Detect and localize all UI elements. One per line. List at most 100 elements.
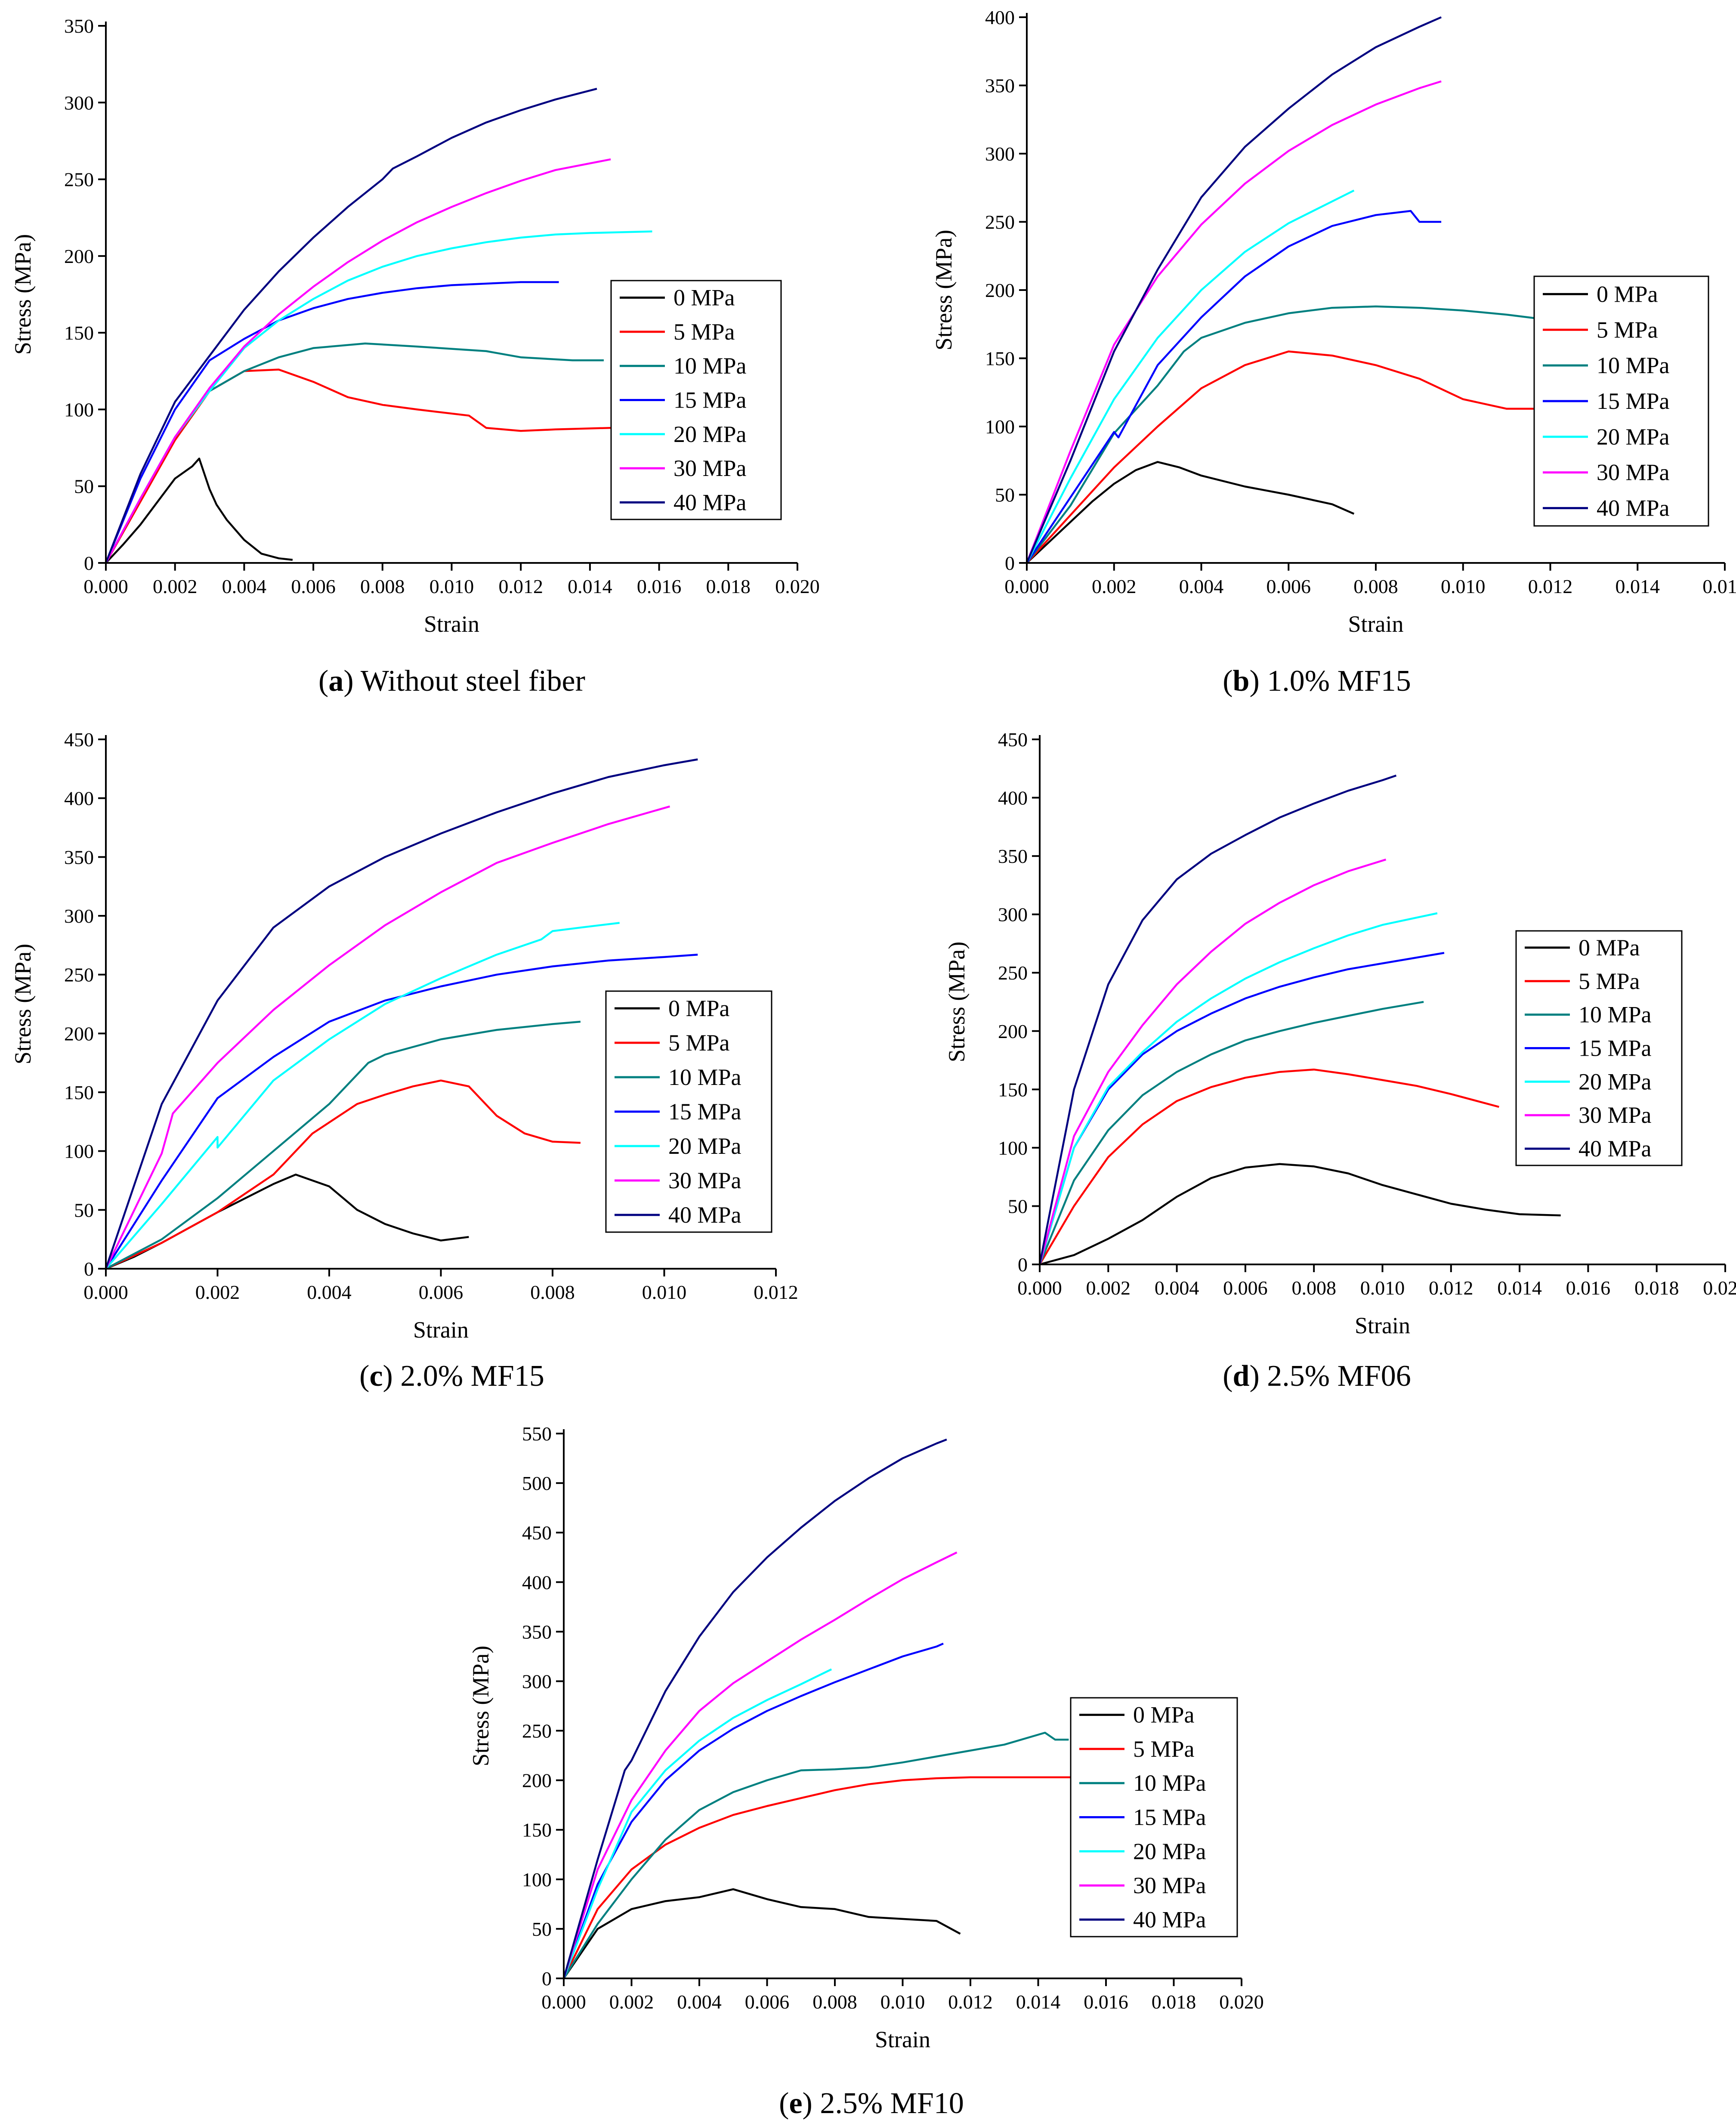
caption-text: ) Without steel fiber bbox=[343, 664, 585, 698]
caption-text: ) 2.5% MF06 bbox=[1249, 1360, 1411, 1393]
y-tick-label: 50 bbox=[1008, 1195, 1028, 1217]
legend-label: 40 MPa bbox=[673, 489, 747, 515]
legend-label: 30 MPa bbox=[1597, 460, 1670, 485]
legend-label: 15 MPa bbox=[668, 1099, 741, 1125]
x-tick-label: 0.006 bbox=[1223, 1277, 1268, 1299]
legend-label: 0 MPa bbox=[1578, 935, 1640, 961]
legend-label: 15 MPa bbox=[1578, 1035, 1652, 1061]
x-tick-label: 0.018 bbox=[706, 575, 751, 597]
x-tick-label: 0.012 bbox=[1429, 1277, 1473, 1299]
legend-label: 40 MPa bbox=[1133, 1907, 1206, 1932]
legend-label: 0 MPa bbox=[1597, 281, 1658, 307]
y-axis-title: Stress (MPa) bbox=[10, 234, 36, 355]
y-tick-label: 200 bbox=[522, 1770, 552, 1792]
y-tick-label: 450 bbox=[64, 729, 94, 751]
series-line-40-mpa bbox=[562, 1438, 947, 1979]
series-line-15-mpa bbox=[1026, 210, 1442, 564]
series-line-30-mpa bbox=[105, 805, 670, 1269]
y-tick-label: 100 bbox=[64, 399, 94, 420]
series-line-30-mpa bbox=[1026, 80, 1442, 563]
x-tick-label: 0.006 bbox=[419, 1281, 463, 1303]
figure-caption: (b) 1.0% MF15 bbox=[1223, 664, 1411, 698]
x-tick-label: 0.012 bbox=[754, 1281, 798, 1303]
x-tick-label: 0.016 bbox=[1702, 575, 1736, 597]
x-axis-title: Strain bbox=[1348, 611, 1404, 637]
series-line-0-mpa bbox=[1026, 461, 1355, 564]
x-tick-label: 0.016 bbox=[1084, 1991, 1128, 2013]
y-tick-label: 150 bbox=[985, 348, 1015, 370]
x-tick-label: 0.010 bbox=[880, 1991, 925, 2013]
caption-paren: ( bbox=[779, 2087, 789, 2120]
legend-label: 30 MPa bbox=[1133, 1873, 1206, 1898]
y-tick-label: 0 bbox=[1005, 552, 1015, 574]
series-line-40-mpa bbox=[1038, 774, 1397, 1265]
legend-label: 5 MPa bbox=[1597, 317, 1658, 343]
legend-label: 30 MPa bbox=[668, 1168, 741, 1193]
x-tick-label: 0.014 bbox=[1616, 575, 1660, 597]
y-tick-label: 150 bbox=[522, 1819, 552, 1841]
x-tick-label: 0.016 bbox=[1566, 1277, 1611, 1299]
y-tick-label: 150 bbox=[64, 322, 94, 344]
figure-caption: (d) 2.5% MF06 bbox=[1223, 1360, 1411, 1393]
y-tick-label: 150 bbox=[64, 1082, 94, 1103]
series-line-10-mpa bbox=[105, 342, 604, 564]
y-tick-label: 200 bbox=[985, 279, 1015, 301]
y-tick-label: 250 bbox=[998, 962, 1028, 984]
x-tick-label: 0.002 bbox=[1086, 1277, 1131, 1299]
caption-letter: b bbox=[1233, 664, 1250, 698]
series-line-30-mpa bbox=[105, 158, 611, 564]
x-tick-label: 0.018 bbox=[1152, 1991, 1196, 2013]
y-tick-label: 400 bbox=[998, 787, 1028, 809]
x-tick-label: 0.002 bbox=[153, 575, 198, 597]
y-tick-label: 250 bbox=[64, 169, 94, 191]
x-tick-label: 0.006 bbox=[745, 1991, 790, 2013]
legend-label: 5 MPa bbox=[1578, 968, 1640, 994]
x-tick-label: 0.004 bbox=[222, 575, 267, 597]
legend-label: 40 MPa bbox=[1597, 495, 1670, 521]
series-line-20-mpa bbox=[1038, 912, 1438, 1265]
series-line-0-mpa bbox=[105, 457, 293, 564]
y-tick-label: 100 bbox=[998, 1137, 1028, 1159]
legend-label: 10 MPa bbox=[668, 1064, 741, 1090]
figure-caption: (e) 2.5% MF10 bbox=[779, 2087, 964, 2120]
x-tick-label: 0.014 bbox=[1497, 1277, 1542, 1299]
y-tick-label: 0 bbox=[1018, 1254, 1028, 1276]
y-tick-label: 50 bbox=[995, 484, 1015, 506]
y-tick-label: 550 bbox=[522, 1423, 552, 1445]
legend-label: 10 MPa bbox=[673, 353, 747, 379]
y-tick-label: 150 bbox=[998, 1078, 1028, 1100]
series-line-15-mpa bbox=[105, 281, 559, 563]
x-axis-title: Strain bbox=[1355, 1313, 1410, 1338]
x-tick-label: 0.000 bbox=[541, 1991, 586, 2013]
legend-label: 30 MPa bbox=[1578, 1102, 1652, 1128]
legend: 0 MPa 5 MPa 10 MPa 15 MPa 20 MPa 30 MPa 40 MPa bbox=[1515, 930, 1683, 1166]
y-tick-label: 350 bbox=[998, 845, 1028, 867]
legend: 0 MPa 5 MPa 10 MPa 15 MPa 20 MPa 30 MPa 40 MPa bbox=[1533, 275, 1709, 527]
y-tick-label: 0 bbox=[84, 552, 94, 574]
chart-c: 0.000 0.002 0.004 0.006 0.008 0.010 0.012 0 50 10… bbox=[10, 729, 798, 1393]
x-tick-label: 0.004 bbox=[677, 1991, 722, 2013]
x-tick-label: 0.008 bbox=[530, 1281, 575, 1303]
x-tick-label: 0.002 bbox=[1092, 575, 1137, 597]
series-line-10-mpa bbox=[1038, 1001, 1424, 1265]
series-line-40-mpa bbox=[1026, 16, 1442, 563]
y-tick-label: 200 bbox=[998, 1020, 1028, 1042]
x-tick-label: 0.014 bbox=[1016, 1991, 1061, 2013]
y-tick-label: 300 bbox=[985, 143, 1015, 165]
y-axis-title: Stress (MPa) bbox=[944, 942, 970, 1063]
chart-d: 0.000 0.002 0.004 0.006 0.008 0.010 0.012 0.014… bbox=[944, 729, 1736, 1393]
series-line-5-mpa bbox=[105, 368, 611, 564]
legend-label: 40 MPa bbox=[668, 1202, 741, 1228]
x-tick-label: 0.010 bbox=[642, 1281, 687, 1303]
x-tick-label: 0.000 bbox=[83, 1281, 128, 1303]
x-tick-label: 0.000 bbox=[1017, 1277, 1062, 1299]
series-line-40-mpa bbox=[105, 88, 597, 563]
series-line-20-mpa bbox=[562, 1668, 832, 1979]
y-tick-label: 450 bbox=[998, 729, 1028, 751]
x-tick-label: 0.010 bbox=[1441, 575, 1486, 597]
x-tick-label: 0.002 bbox=[195, 1281, 240, 1303]
x-axis-title: Strain bbox=[424, 611, 479, 637]
series-line-20-mpa bbox=[105, 922, 620, 1270]
x-tick-label: 0.020 bbox=[775, 575, 820, 597]
